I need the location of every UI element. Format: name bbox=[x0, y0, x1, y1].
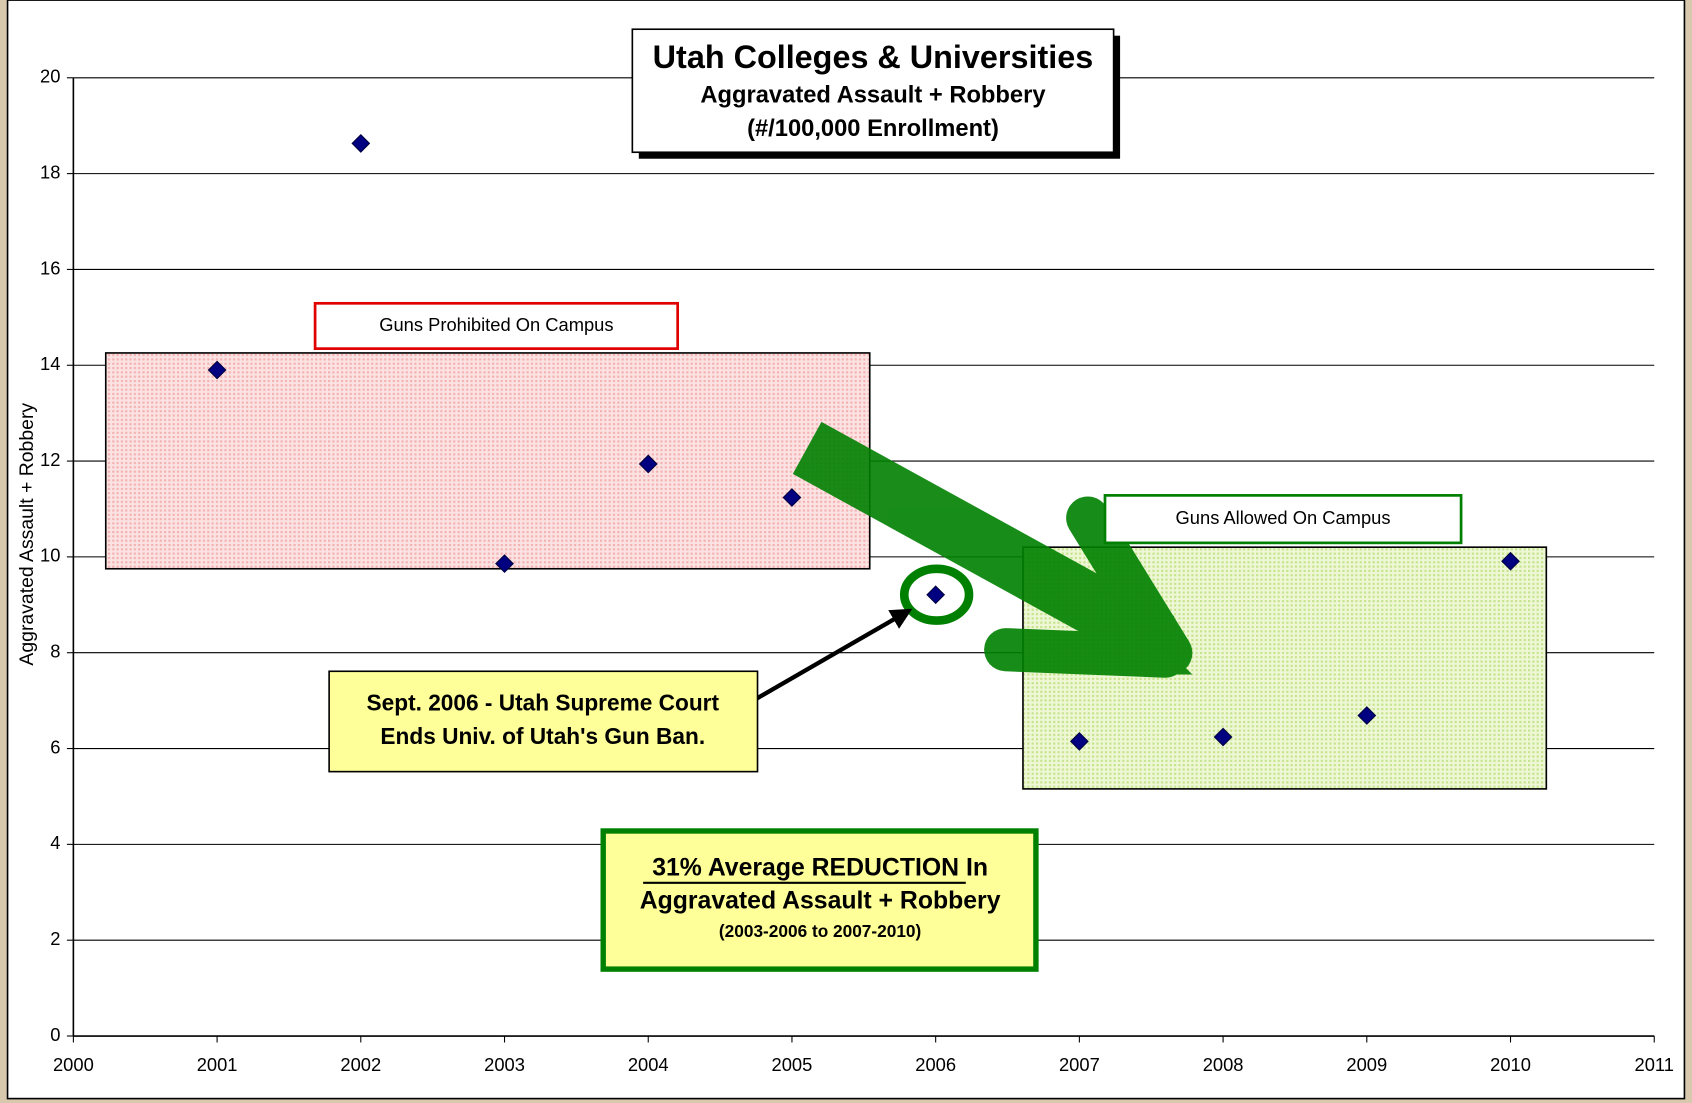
markers bbox=[207, 134, 1520, 751]
x-tick-label: 2003 bbox=[484, 1054, 525, 1075]
marker bbox=[495, 554, 514, 573]
x-tick-label: 2008 bbox=[1203, 1054, 1244, 1075]
y-tick-label: 14 bbox=[40, 353, 60, 374]
x-tick-label: 2007 bbox=[1059, 1054, 1100, 1075]
callout-text: Ends Univ. of Utah's Gun Ban. bbox=[380, 723, 705, 749]
y-tick-label: 12 bbox=[40, 449, 60, 470]
callout-text: Sept. 2006 - Utah Supreme Court bbox=[367, 690, 720, 716]
reduction-text: Aggravated Assault + Robbery bbox=[640, 888, 1001, 915]
y-tick-label: 10 bbox=[40, 545, 60, 566]
y-tick-label: 20 bbox=[40, 66, 60, 87]
marker bbox=[926, 585, 946, 605]
reduction-text: 31% Average REDUCTION In bbox=[652, 854, 988, 881]
marker bbox=[1357, 706, 1377, 725]
chart-subtitle: Aggravated Assault + Robbery bbox=[700, 82, 1046, 108]
y-tick-label: 0 bbox=[50, 1024, 60, 1045]
x-tick-label: 2010 bbox=[1490, 1054, 1531, 1075]
allowed-label: Guns Allowed On Campus bbox=[1176, 507, 1391, 528]
y-tick-label: 18 bbox=[40, 161, 60, 182]
marker bbox=[1213, 727, 1233, 747]
x-tick-label: 2001 bbox=[197, 1054, 238, 1075]
x-tick-label: 2006 bbox=[915, 1054, 956, 1075]
y-tick-label: 6 bbox=[50, 736, 60, 757]
chart-title: Utah Colleges & Universities bbox=[653, 39, 1094, 75]
x-tick-label: 2009 bbox=[1346, 1054, 1387, 1075]
y-tick-label: 16 bbox=[40, 257, 60, 278]
reduction-text: (2003-2006 to 2007-2010) bbox=[719, 921, 921, 941]
y-tick-label: 8 bbox=[50, 641, 60, 662]
marker bbox=[207, 360, 227, 380]
marker bbox=[638, 454, 658, 474]
prohibited-label-box bbox=[313, 301, 680, 350]
green-arrow bbox=[792, 421, 1193, 678]
x-tick-label: 2011 bbox=[1635, 1054, 1674, 1075]
chart-subtitle: (#/100,000 Enrollment) bbox=[747, 116, 999, 142]
marker bbox=[782, 488, 802, 507]
x-tick-label: 2004 bbox=[628, 1054, 669, 1075]
x-tick-label: 2002 bbox=[340, 1054, 381, 1075]
x-tick-label: 2005 bbox=[772, 1054, 813, 1075]
y-tick-label: 2 bbox=[50, 928, 60, 949]
prohibited-label: Guns Prohibited On Campus bbox=[379, 314, 613, 335]
title-box bbox=[631, 28, 1115, 154]
highlight-ring bbox=[899, 564, 974, 625]
x-tick-label: 2000 bbox=[53, 1054, 94, 1075]
marker bbox=[1501, 551, 1520, 571]
y-tick-label: 4 bbox=[50, 832, 60, 853]
y-axis-label: Aggravated Assault + Robbery bbox=[16, 403, 38, 666]
callout-box bbox=[328, 670, 759, 773]
prohibited-region bbox=[104, 352, 871, 570]
allowed-label-box bbox=[1103, 494, 1463, 545]
marker bbox=[351, 134, 371, 153]
reduction-box bbox=[600, 828, 1039, 972]
callout-arrow bbox=[754, 608, 913, 702]
marker bbox=[1069, 731, 1089, 751]
